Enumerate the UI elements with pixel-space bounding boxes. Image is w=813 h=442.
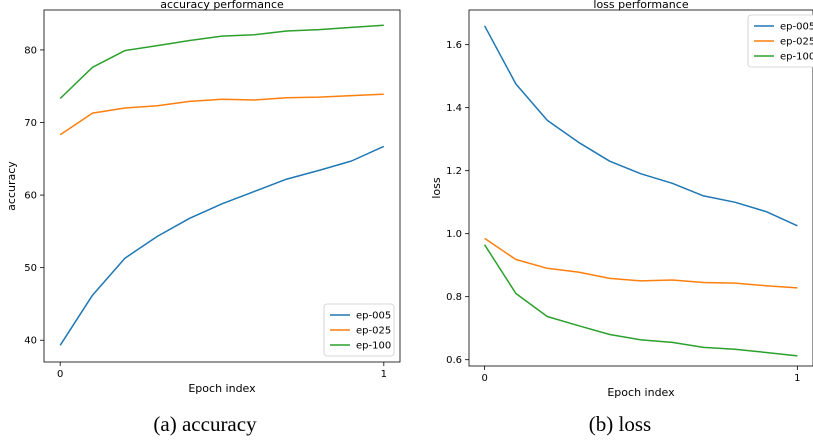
series-line-ep-025 — [59, 93, 384, 136]
y-tick-label: 1.2 — [446, 166, 462, 177]
x-tick-label: 0 — [481, 373, 487, 384]
legend-label: ep-025 — [356, 326, 391, 337]
legend-label: ep-005 — [780, 22, 813, 33]
legend-label: ep-025 — [780, 37, 813, 48]
legend: ep-005 ep-025 ep-100 — [323, 303, 395, 357]
y-tick-label: 0.8 — [446, 292, 462, 303]
legend-label: ep-100 — [356, 341, 391, 352]
y-tick-label: 1.0 — [446, 229, 462, 240]
caption-accuracy: (a) accuracy — [153, 412, 257, 436]
y-tick-label: 0.6 — [446, 355, 462, 366]
legend-box — [747, 14, 813, 68]
legend-label: ep-100 — [780, 52, 813, 63]
legend-box — [323, 303, 395, 357]
plot-frame — [468, 9, 813, 367]
series-line-ep-005 — [59, 145, 385, 346]
chart-title: accuracy performance — [160, 0, 284, 11]
chart-panel-1: accuracy performance 40 50 60 70 80 0 1 Epoch in… — [5, 0, 401, 395]
series-line-ep-005 — [483, 25, 798, 227]
plot-frame — [43, 9, 401, 363]
y-axis-label: loss — [430, 177, 443, 199]
y-tick-label: 80 — [24, 45, 37, 56]
y-axis-label: accuracy — [5, 161, 18, 211]
caption-loss: (b) loss — [588, 412, 652, 436]
chart-title: loss performance — [593, 0, 688, 11]
series-line-ep-025 — [484, 237, 798, 289]
y-tick-label: 70 — [24, 118, 37, 129]
y-tick-label: 1.6 — [446, 40, 462, 51]
y-tick-label: 1.4 — [446, 103, 462, 114]
x-tick-label: 1 — [794, 373, 800, 384]
x-tick-label: 1 — [381, 369, 387, 380]
series-line-ep-100 — [59, 24, 384, 100]
legend: ep-005 ep-025 ep-100 — [747, 14, 813, 68]
series-line-ep-100 — [483, 244, 798, 357]
x-tick-label: 0 — [57, 369, 63, 380]
y-tick-label: 50 — [24, 263, 37, 274]
y-tick-label: 40 — [24, 336, 37, 347]
y-tick-label: 60 — [24, 191, 37, 202]
x-axis-label: Epoch index — [607, 386, 675, 399]
chart-panel-2: loss performance 0.6 0.8 1.0 1.2 1.4 1.6 0 1 Epoc… — [430, 0, 813, 399]
x-axis-label: Epoch index — [188, 382, 256, 395]
legend-label: ep-005 — [356, 311, 391, 322]
